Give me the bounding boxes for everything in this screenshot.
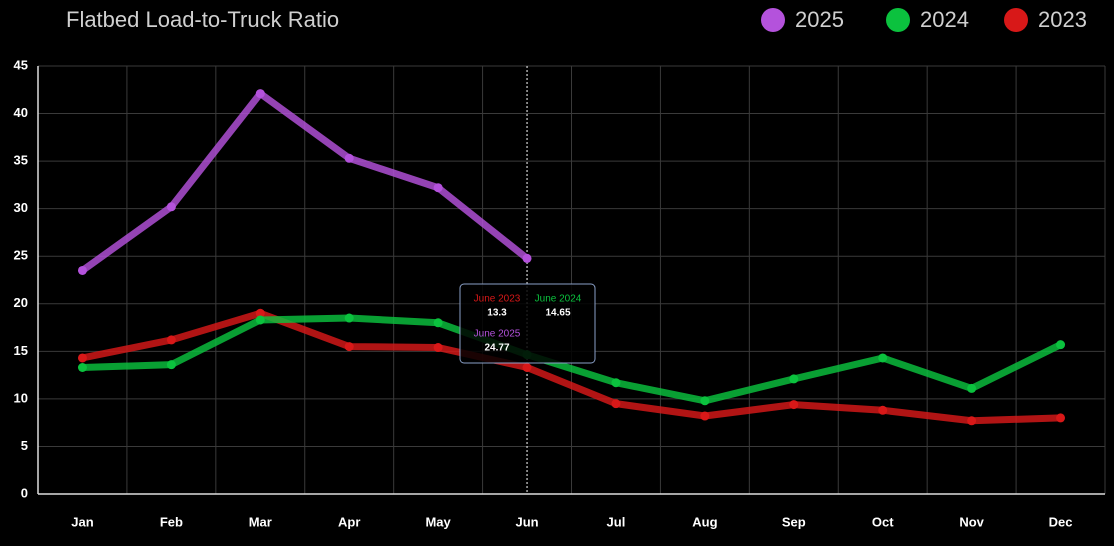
legend-swatch xyxy=(761,8,785,32)
data-point xyxy=(433,183,443,193)
series-line xyxy=(78,309,1065,425)
y-tick-label: 10 xyxy=(14,390,28,405)
x-tick-label: Oct xyxy=(872,514,894,529)
y-tick-label: 20 xyxy=(14,295,28,310)
tooltip-value: 24.77 xyxy=(484,343,509,354)
x-tick-label: Aug xyxy=(692,514,717,529)
tooltip-box xyxy=(459,283,596,364)
y-tick-label: 5 xyxy=(21,438,28,453)
tooltip-value: 13.3 xyxy=(487,308,507,319)
x-tick-label: Nov xyxy=(959,514,984,529)
data-point xyxy=(611,399,621,409)
data-point xyxy=(77,353,87,363)
data-point xyxy=(967,383,977,393)
y-tick-label: 30 xyxy=(14,200,28,215)
data-point xyxy=(522,363,532,373)
data-point xyxy=(433,318,443,328)
x-tick-label: Feb xyxy=(160,514,183,529)
y-tick-label: 25 xyxy=(14,248,28,263)
x-tick-label: Apr xyxy=(338,514,360,529)
data-point xyxy=(77,265,87,275)
data-point xyxy=(255,89,265,99)
legend-swatch xyxy=(886,8,910,32)
tooltip: June 2025 24.77 June 2024 14.65 June 2023 13.… xyxy=(459,283,596,364)
data-point xyxy=(789,374,799,384)
data-point xyxy=(166,360,176,370)
chart-title: Flatbed Load-to-Truck Ratio xyxy=(66,7,339,32)
legend-label: 2023 xyxy=(1038,7,1087,32)
data-point xyxy=(878,353,888,363)
legend-swatch xyxy=(1004,8,1028,32)
x-tick-label: Jan xyxy=(71,514,93,529)
y-tick-label: 45 xyxy=(14,57,28,72)
data-point xyxy=(344,153,354,163)
data-point xyxy=(700,411,710,421)
data-point xyxy=(255,308,265,318)
data-point xyxy=(878,405,888,415)
data-point xyxy=(166,202,176,212)
y-tick-label: 0 xyxy=(21,485,28,500)
legend-label: 2025 xyxy=(795,7,844,32)
data-point xyxy=(700,396,710,406)
y-tick-label: 40 xyxy=(14,105,28,120)
x-tick-label: Jul xyxy=(607,514,626,529)
tooltip-label: June 2025 xyxy=(474,329,521,340)
data-point xyxy=(77,363,87,373)
data-point xyxy=(433,343,443,353)
series-line xyxy=(78,90,531,274)
data-point xyxy=(967,416,977,426)
data-point xyxy=(344,313,354,323)
legend-label: 2024 xyxy=(920,7,969,32)
data-point xyxy=(344,342,354,352)
x-tick-label: May xyxy=(425,514,451,529)
data-point xyxy=(789,400,799,410)
data-point xyxy=(255,315,265,325)
series-line xyxy=(78,314,1065,405)
x-tick-label: Mar xyxy=(249,514,272,529)
data-point xyxy=(1056,340,1066,350)
y-tick-label: 15 xyxy=(14,343,28,358)
y-tick-label: 35 xyxy=(14,153,28,168)
x-tick-label: Sep xyxy=(782,514,806,529)
tooltip-label: June 2024 xyxy=(535,294,582,305)
x-tick-label: Dec xyxy=(1049,514,1073,529)
tooltip-label: June 2023 xyxy=(474,294,521,305)
data-point xyxy=(611,378,621,388)
data-point xyxy=(166,335,176,345)
x-tick-label: Jun xyxy=(515,514,538,529)
data-point xyxy=(1056,413,1066,423)
data-point xyxy=(522,253,532,263)
tooltip-value: 14.65 xyxy=(545,308,570,319)
